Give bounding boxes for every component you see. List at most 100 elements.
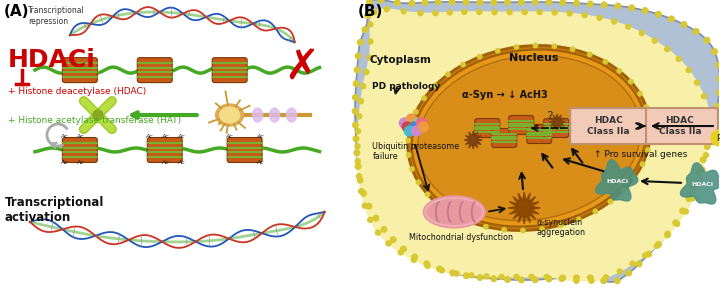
- Circle shape: [665, 233, 670, 238]
- Circle shape: [621, 188, 626, 193]
- Text: Ac: Ac: [60, 160, 68, 166]
- Text: P: P: [716, 133, 720, 142]
- Circle shape: [352, 108, 358, 114]
- Circle shape: [567, 11, 572, 16]
- Circle shape: [410, 167, 414, 171]
- Circle shape: [514, 45, 518, 49]
- Circle shape: [711, 130, 720, 146]
- FancyBboxPatch shape: [527, 124, 552, 144]
- Circle shape: [608, 200, 613, 204]
- Circle shape: [359, 99, 364, 104]
- Circle shape: [559, 276, 564, 281]
- Circle shape: [654, 243, 660, 248]
- Text: Transcriptional
activation: Transcriptional activation: [5, 196, 104, 224]
- Text: Nucleus: Nucleus: [510, 53, 559, 63]
- Circle shape: [502, 228, 506, 232]
- Circle shape: [406, 114, 416, 124]
- Circle shape: [362, 203, 367, 208]
- Circle shape: [422, 96, 426, 100]
- Circle shape: [691, 183, 697, 188]
- Circle shape: [499, 274, 504, 279]
- Circle shape: [629, 5, 634, 10]
- Circle shape: [376, 230, 381, 235]
- Text: Ac: Ac: [257, 160, 264, 166]
- Circle shape: [570, 47, 575, 51]
- Circle shape: [368, 39, 373, 44]
- Circle shape: [518, 0, 524, 5]
- Circle shape: [356, 174, 361, 179]
- Circle shape: [356, 129, 361, 134]
- Circle shape: [593, 209, 598, 213]
- Polygon shape: [549, 114, 565, 130]
- Circle shape: [454, 271, 459, 276]
- Circle shape: [450, 270, 456, 276]
- Circle shape: [597, 15, 602, 20]
- Circle shape: [646, 148, 650, 152]
- Circle shape: [354, 150, 360, 155]
- FancyBboxPatch shape: [212, 58, 247, 83]
- FancyBboxPatch shape: [544, 119, 569, 137]
- Circle shape: [537, 10, 542, 14]
- Circle shape: [701, 94, 706, 99]
- Text: Cytoplasm: Cytoplasm: [369, 55, 431, 65]
- Circle shape: [717, 76, 720, 82]
- Text: HDACi: HDACi: [606, 180, 628, 184]
- Circle shape: [356, 53, 361, 59]
- Ellipse shape: [418, 55, 641, 221]
- Text: Ac: Ac: [76, 160, 84, 166]
- Circle shape: [716, 90, 720, 95]
- Text: + Histone acetylase transferase (HAT): + Histone acetylase transferase (HAT): [8, 116, 181, 125]
- Circle shape: [464, 273, 469, 278]
- FancyBboxPatch shape: [492, 128, 517, 148]
- Circle shape: [680, 208, 685, 214]
- Text: ↑ Pro survival genes: ↑ Pro survival genes: [594, 150, 688, 159]
- Circle shape: [552, 44, 557, 48]
- Circle shape: [411, 126, 421, 136]
- Circle shape: [484, 224, 488, 229]
- Circle shape: [412, 254, 418, 260]
- Circle shape: [357, 39, 363, 45]
- Circle shape: [711, 49, 717, 55]
- Circle shape: [416, 118, 426, 128]
- Circle shape: [425, 263, 430, 268]
- Circle shape: [665, 231, 670, 237]
- Circle shape: [560, 275, 565, 281]
- Circle shape: [405, 126, 415, 136]
- Ellipse shape: [412, 50, 647, 226]
- Circle shape: [353, 122, 358, 128]
- Circle shape: [695, 80, 700, 85]
- Circle shape: [354, 81, 359, 86]
- Circle shape: [462, 10, 467, 14]
- Polygon shape: [464, 131, 482, 149]
- FancyBboxPatch shape: [63, 137, 97, 162]
- FancyBboxPatch shape: [148, 137, 182, 162]
- Text: + Histone deacetylase (HDAC): + Histone deacetylase (HDAC): [8, 87, 146, 96]
- FancyBboxPatch shape: [642, 108, 718, 144]
- Ellipse shape: [220, 107, 240, 123]
- Circle shape: [617, 69, 621, 73]
- Circle shape: [411, 257, 416, 262]
- Text: Ac: Ac: [76, 133, 84, 139]
- Circle shape: [532, 0, 538, 5]
- Circle shape: [630, 261, 635, 266]
- Text: HDACi: HDACi: [8, 48, 96, 72]
- Circle shape: [696, 182, 701, 187]
- Circle shape: [355, 159, 360, 164]
- Text: (B): (B): [357, 4, 383, 19]
- Ellipse shape: [287, 108, 297, 122]
- Circle shape: [401, 9, 406, 14]
- Ellipse shape: [253, 108, 263, 122]
- Text: Mitochondrial dysfunction: Mitochondrial dysfunction: [410, 233, 513, 242]
- Circle shape: [681, 22, 687, 27]
- Circle shape: [626, 24, 631, 29]
- Circle shape: [437, 203, 441, 207]
- Text: PD pathology: PD pathology: [372, 82, 441, 91]
- Circle shape: [362, 27, 368, 32]
- Circle shape: [384, 7, 390, 12]
- Circle shape: [367, 55, 372, 60]
- Circle shape: [540, 227, 544, 231]
- Circle shape: [582, 13, 587, 18]
- Circle shape: [673, 220, 678, 226]
- Polygon shape: [355, 0, 720, 282]
- Circle shape: [588, 275, 593, 281]
